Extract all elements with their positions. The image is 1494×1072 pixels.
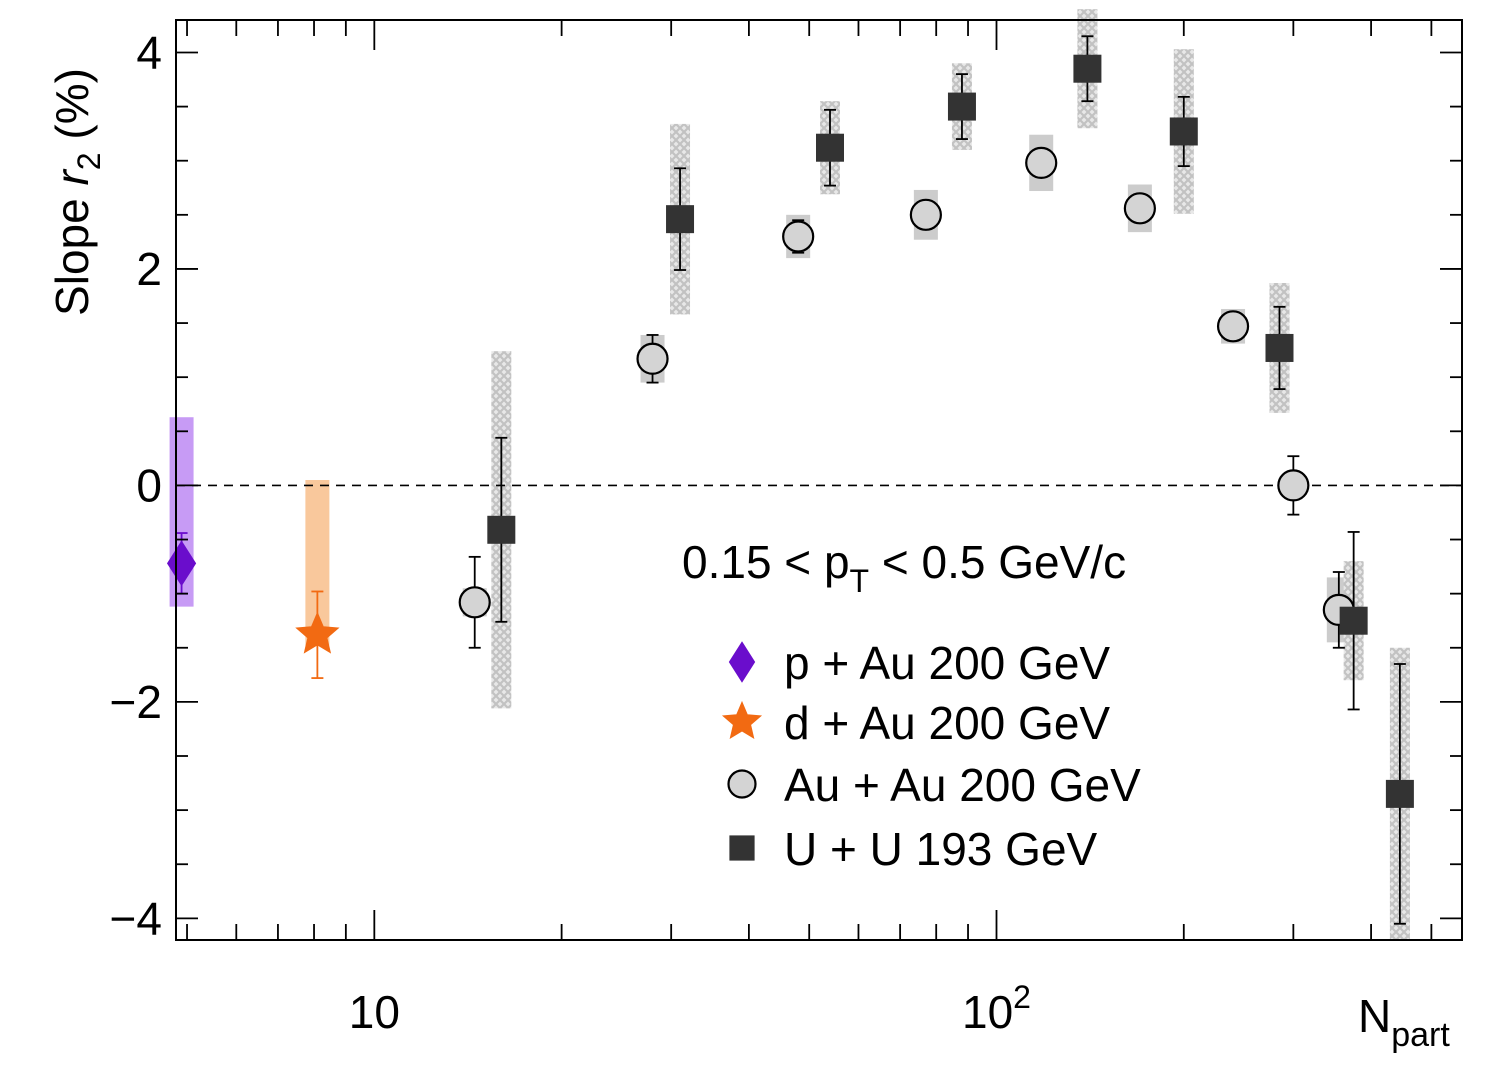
marker-square-4 xyxy=(1073,54,1102,83)
x-axis-label-sub: part xyxy=(1391,1016,1450,1054)
annotation-sub: T xyxy=(850,563,870,599)
legend-label: Au + Au 200 GeV xyxy=(784,759,1141,811)
marker-circle-1 xyxy=(636,342,669,375)
legend-marker-diamond xyxy=(728,641,756,683)
y-tick-label: 0 xyxy=(136,459,162,511)
marker-circle-6 xyxy=(1216,310,1250,343)
marker-square-5 xyxy=(1169,117,1198,146)
marker-square-7 xyxy=(1339,606,1368,635)
legend-marker-star xyxy=(721,700,763,740)
y-tick-label: −4 xyxy=(110,892,162,944)
legend-marker-square xyxy=(729,835,755,861)
legend-label: p + Au 200 GeV xyxy=(784,637,1110,689)
marker-square-2 xyxy=(815,133,844,162)
annotation-text-before: 0.15 < p xyxy=(682,536,850,588)
x-tick-label-exp: 2 xyxy=(1013,979,1031,1015)
legend-label: U + U 193 GeV xyxy=(784,823,1098,875)
plot-frame xyxy=(175,19,1463,941)
marker-square-6 xyxy=(1265,333,1294,362)
x-tick-label-base: 10 xyxy=(349,986,400,1038)
marker-square-3 xyxy=(947,92,976,121)
x-tick-label: 102 xyxy=(962,979,1031,1038)
marker-circle-4 xyxy=(1025,146,1058,179)
legend-marker-circle xyxy=(727,769,757,799)
y-tick-label: 4 xyxy=(136,26,162,78)
x-tick-label-base: 10 xyxy=(962,986,1013,1038)
marker-star-0 xyxy=(295,611,340,654)
marker-square-1 xyxy=(666,205,695,234)
marker-circle-7 xyxy=(1277,469,1310,502)
legend-label: d + Au 200 GeV xyxy=(784,697,1110,749)
marker-circle-2 xyxy=(782,220,815,253)
y-tick-label: 2 xyxy=(136,243,162,295)
marker-circle-3 xyxy=(909,198,942,231)
markers-layer xyxy=(166,54,1414,808)
annotation-text-after: < 0.5 GeV/c xyxy=(869,536,1126,588)
x-axis-label-main: N xyxy=(1358,990,1391,1042)
marker-circle-5 xyxy=(1123,192,1156,225)
kinematic-annotation: 0.15 < pT < 0.5 GeV/c xyxy=(682,536,1126,599)
marker-square-0 xyxy=(487,515,516,544)
y-axis-label-var: r xyxy=(46,169,98,186)
y-tick-label: −2 xyxy=(110,676,162,728)
x-tick-label: 10 xyxy=(349,986,400,1038)
y-axis-label-sub: 2 xyxy=(71,152,107,170)
y-axis-label: Slope r2 (%) xyxy=(46,68,107,316)
y-axis-label-suffix: (%) xyxy=(46,68,98,152)
marker-square-8 xyxy=(1385,779,1414,808)
marker-circle-0 xyxy=(458,586,491,619)
marker-diamond-0 xyxy=(166,540,197,587)
y-axis-label-prefix: Slope xyxy=(46,186,98,316)
legend: p + Au 200 GeV d + Au 200 GeV Au + Au 200 … xyxy=(721,637,1141,875)
x-axis-label: Npart xyxy=(1358,990,1450,1054)
